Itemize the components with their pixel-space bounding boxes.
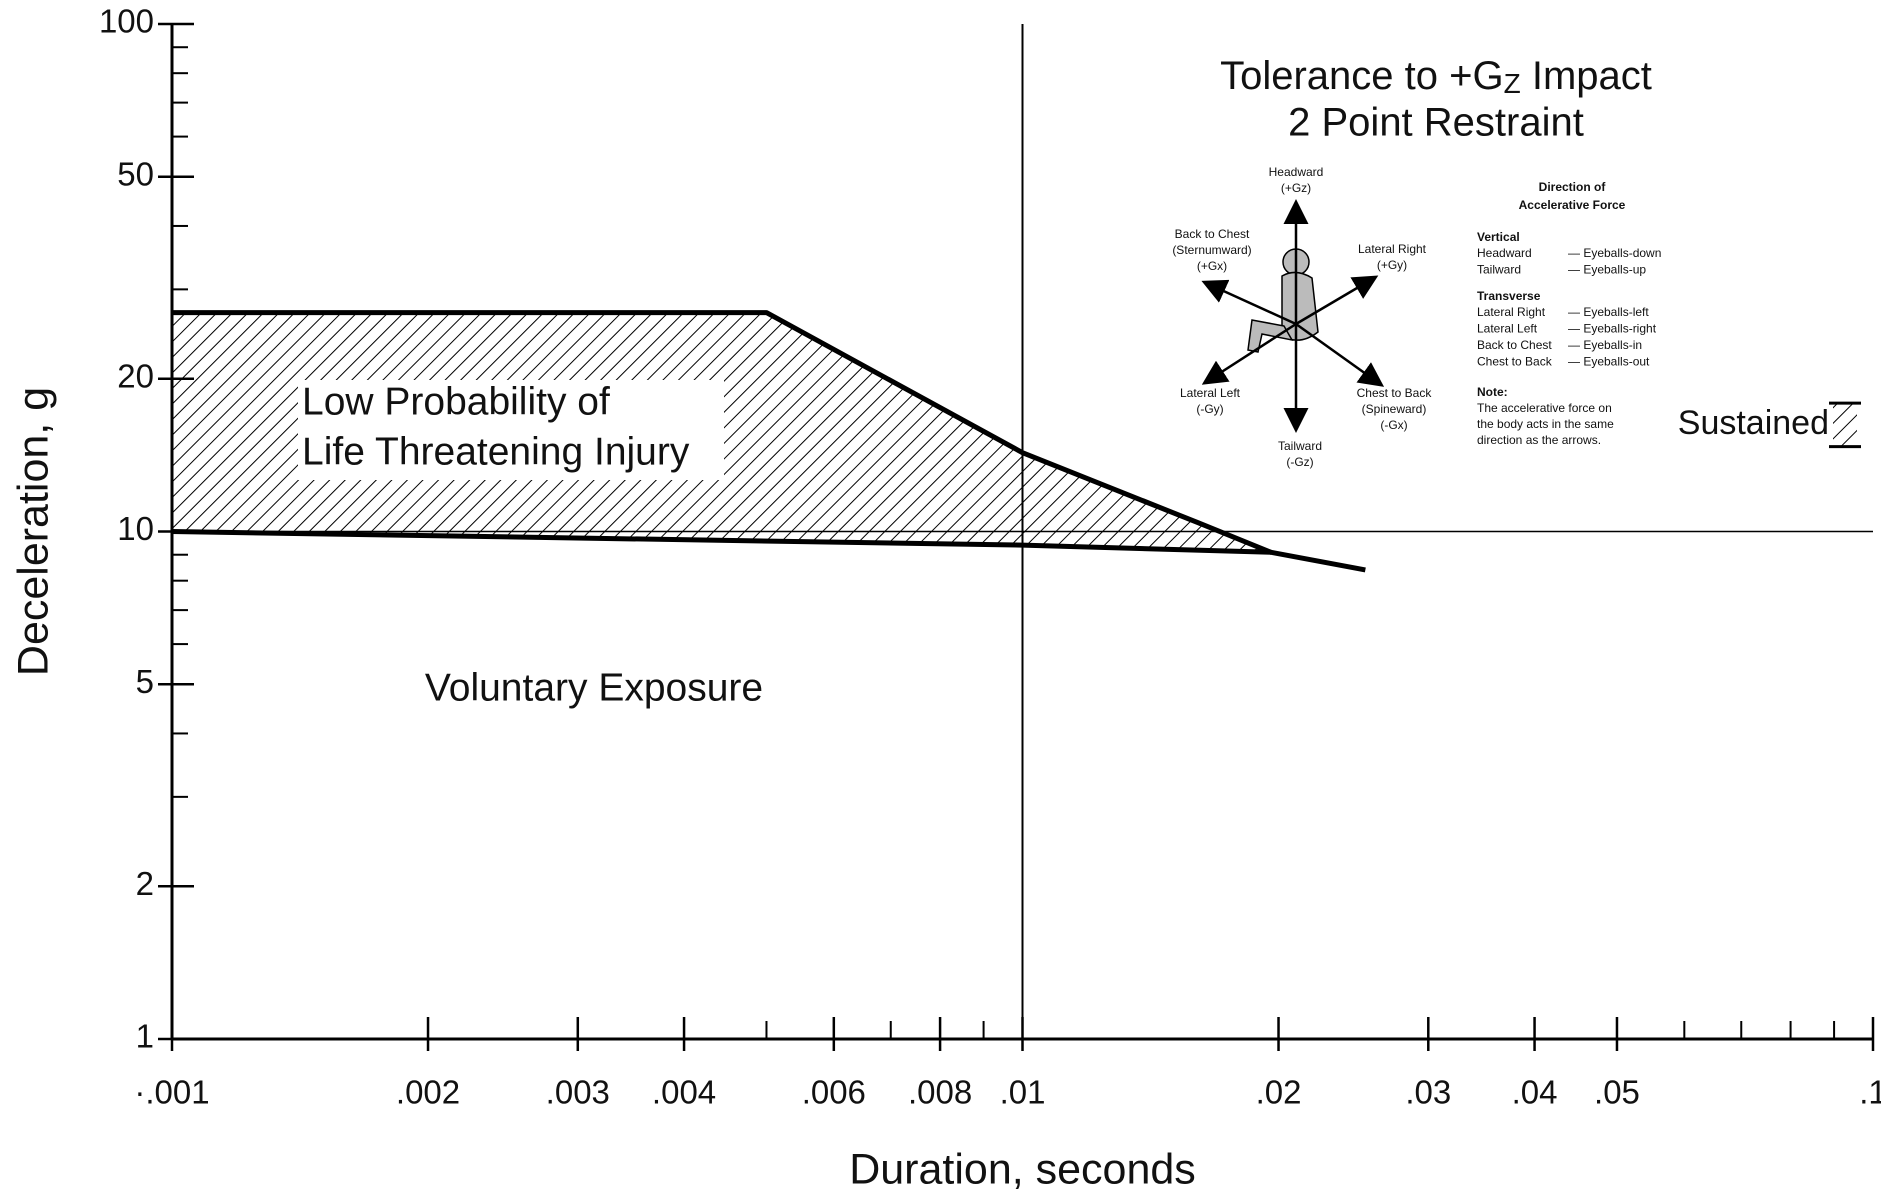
legend-row: Headward [1477, 246, 1532, 260]
region-label: Life Threatening Injury [302, 430, 690, 473]
legend-row: Lateral Left [1477, 322, 1538, 336]
y-axis-title: Deceleration, g [9, 387, 57, 676]
x-axis-title: Duration, seconds [849, 1145, 1196, 1193]
x-tick-label: .006 [802, 1074, 866, 1111]
arrow-label: (+Gy) [1377, 258, 1407, 272]
title-text: Tolerance to +G [1220, 54, 1504, 98]
legend-row: Lateral Right [1477, 305, 1546, 319]
force-arrow [1201, 322, 1297, 385]
arrow-label: Tailward [1278, 439, 1322, 453]
note-text: The accelerative force on [1477, 401, 1612, 415]
label-background [298, 380, 724, 480]
legend-row: Tailward [1477, 263, 1521, 277]
x-tick-label: .008 [908, 1074, 972, 1111]
note-heading: Note: [1477, 385, 1508, 399]
region-label: Low Probability of [302, 380, 610, 423]
x-tick-label: .05 [1594, 1074, 1640, 1111]
y-tick-label: 1 [136, 1018, 154, 1055]
arrow-label: (+Gz) [1281, 181, 1311, 195]
x-tick-label: .003 [546, 1074, 610, 1111]
x-tick-label: .03 [1405, 1074, 1451, 1111]
y-tick-label: 10 [117, 510, 154, 547]
note-text: direction as the arrows. [1477, 433, 1601, 447]
title-text: Impact [1521, 54, 1652, 98]
y-tick-label: 20 [117, 357, 154, 394]
sustained-label: Sustained [1678, 404, 1829, 442]
boundary-line [171, 529, 1272, 555]
force-arrow [1295, 322, 1385, 387]
legend-row: — Eyeballs-out [1568, 355, 1650, 369]
legend-row: — Eyeballs-up [1568, 263, 1646, 277]
y-tick-label: 100 [99, 3, 154, 40]
inset-figure [1247, 248, 1319, 353]
legend-heading: Transverse [1477, 289, 1541, 303]
x-tick-label: .02 [1256, 1074, 1302, 1111]
x-tick-label: .01 [1000, 1074, 1046, 1111]
arrow-label: (Sternumward) [1172, 243, 1251, 257]
title-subscript: Z [1504, 68, 1521, 99]
legend-row: Back to Chest [1477, 338, 1552, 352]
x-tick-label: .004 [652, 1074, 716, 1111]
arrow-label: (-Gx) [1380, 418, 1407, 432]
legend-row: — Eyeballs-left [1568, 305, 1649, 319]
arrow-label: (-Gy) [1196, 402, 1223, 416]
y-tick-label: 2 [136, 865, 154, 902]
arrow-label: (Spineward) [1362, 402, 1427, 416]
x-tick-label: .1 [1859, 1074, 1881, 1111]
boundary-line [172, 310, 1366, 573]
legend-row: — Eyeballs-down [1568, 246, 1661, 260]
legend-row: Chest to Back [1477, 355, 1553, 369]
legend-heading: Vertical [1477, 230, 1520, 244]
note-text: the body acts in the same [1477, 417, 1614, 431]
x-tick-label: ·.001 [134, 1074, 209, 1111]
arrow-label: Lateral Right [1358, 242, 1427, 256]
legend-title: Accelerative Force [1519, 198, 1626, 212]
x-tick-label: .002 [396, 1074, 460, 1111]
arrow-label: (+Gx) [1197, 259, 1227, 273]
chart-title: Tolerance to +GZ Impact [1220, 54, 1652, 100]
region-label: Voluntary Exposure [425, 666, 763, 709]
legend-row: — Eyeballs-right [1568, 322, 1657, 336]
chart-subtitle: 2 Point Restraint [1288, 101, 1584, 145]
sustained-band [1833, 403, 1857, 447]
arrow-label: Back to Chest [1175, 227, 1250, 241]
legend-title: Direction of [1539, 180, 1607, 194]
x-tick-label: .04 [1512, 1074, 1558, 1111]
force-arrow [1201, 279, 1297, 326]
force-arrow [1295, 275, 1379, 326]
y-tick-label: 50 [117, 155, 154, 192]
arrow-label: Headward [1269, 165, 1324, 179]
arrow-label: Lateral Left [1180, 386, 1241, 400]
arrow-label: Chest to Back [1357, 386, 1433, 400]
arrow-label: (-Gz) [1286, 455, 1313, 469]
figure-legs [1247, 319, 1294, 353]
y-tick-label: 5 [136, 663, 154, 700]
legend-row: — Eyeballs-in [1568, 338, 1642, 352]
